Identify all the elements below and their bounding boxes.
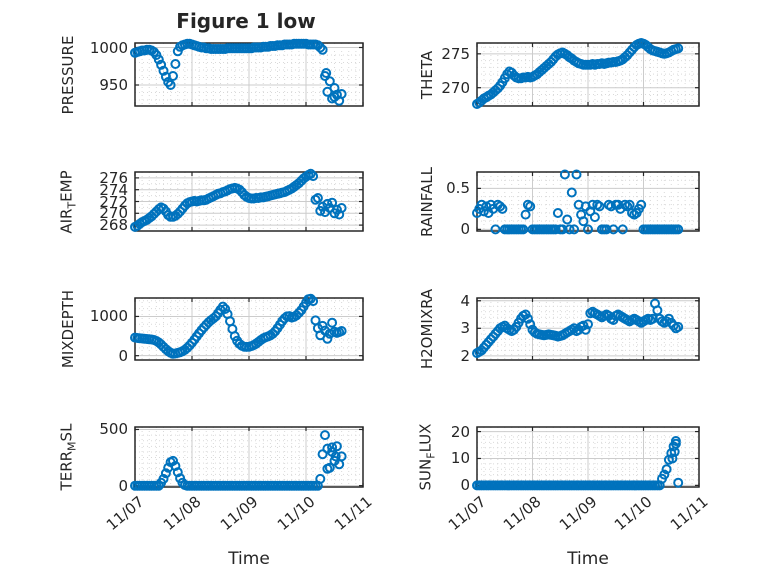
sunflux-y-tick-label: 0	[460, 476, 470, 495]
theta-data-points	[472, 38, 684, 109]
h2omixra-y-tick-label: 4	[460, 291, 470, 310]
x-tick-label: 11/11	[666, 492, 712, 535]
x-tick-label: 11/07	[102, 492, 148, 535]
x-tick-label: 11/09	[216, 492, 262, 535]
rainfall-y-tick-label: 0	[460, 220, 470, 239]
terrmsl-y-tick-label: 500	[99, 420, 128, 439]
xlabel-time-left: Time	[228, 549, 270, 569]
airtemp-plot-area	[130, 168, 364, 232]
xlabel-time-right: Time	[567, 549, 609, 569]
pressure-y-tick-label: 1000	[89, 38, 128, 57]
h2omixra-plot-area	[472, 297, 700, 361]
airtemp-y-tick-label: 270	[99, 204, 128, 223]
rainfall-y-tick-label: 0.5	[446, 179, 470, 198]
x-tick-label: 11/09	[555, 492, 601, 535]
ylabel-theta: THETA	[418, 50, 436, 99]
airtemp-y-tick-label: 274	[99, 180, 128, 199]
ylabel-h2omixra: H2OMIXRA	[418, 288, 436, 370]
h2omixra-y-tick-label: 3	[460, 319, 470, 338]
airtemp-y-tick-label: 272	[99, 192, 128, 211]
x-tick-label: 11/07	[444, 492, 490, 535]
rainfall-plot-area	[472, 169, 700, 235]
sunflux-data-points	[472, 436, 684, 491]
theta-y-tick-label: 275	[441, 44, 470, 63]
rainfall-data-points	[472, 169, 684, 235]
ylabel-pressure: PRESSURE	[59, 35, 77, 114]
ylabel-airtemp: AIRTEMP	[57, 169, 79, 234]
airtemp-y-tick-label: 276	[99, 168, 128, 187]
pressure-plot-area	[130, 38, 364, 107]
mixdepth-y-tick-label: 0	[118, 346, 128, 365]
theta-plot-area	[472, 38, 700, 109]
mixdepth-y-tick-label: 1000	[89, 307, 128, 326]
ylabel-rainfall: RAINFALL	[418, 166, 436, 237]
airtemp-data-points	[130, 168, 347, 232]
ylabel-mixdepth: MIXDEPTH	[59, 289, 77, 369]
airtemp-y-tick-label: 268	[99, 216, 128, 235]
x-tick-label: 11/08	[159, 492, 205, 535]
x-tick-label: 11/10	[611, 492, 656, 535]
pressure-y-tick-label: 950	[99, 76, 128, 94]
sunflux-y-tick-label: 20	[450, 422, 470, 441]
sunflux-plot-area	[472, 426, 700, 491]
mixdepth-plot-area	[130, 293, 364, 361]
h2omixra-data-points	[472, 298, 684, 359]
terrmsl-plot-area	[130, 426, 364, 491]
terrmsl-data-points	[130, 430, 347, 491]
sunflux-y-tick-label: 10	[450, 449, 470, 468]
ylabel-sunflux: SUNFLUX	[416, 423, 438, 491]
pressure-data-points	[130, 38, 347, 106]
x-tick-label: 11/10	[273, 492, 319, 535]
figure-title: Figure 1 low	[176, 9, 316, 33]
x-tick-label: 11/08	[500, 492, 545, 535]
theta-y-tick-label: 270	[441, 78, 470, 97]
h2omixra-y-tick-label: 2	[460, 346, 470, 365]
ylabel-terrmsl: TERRMSL	[57, 423, 79, 491]
x-tick-label: 11/11	[330, 492, 376, 535]
mixdepth-data-points	[130, 293, 347, 359]
terrmsl-y-tick-label: 0	[118, 476, 128, 495]
